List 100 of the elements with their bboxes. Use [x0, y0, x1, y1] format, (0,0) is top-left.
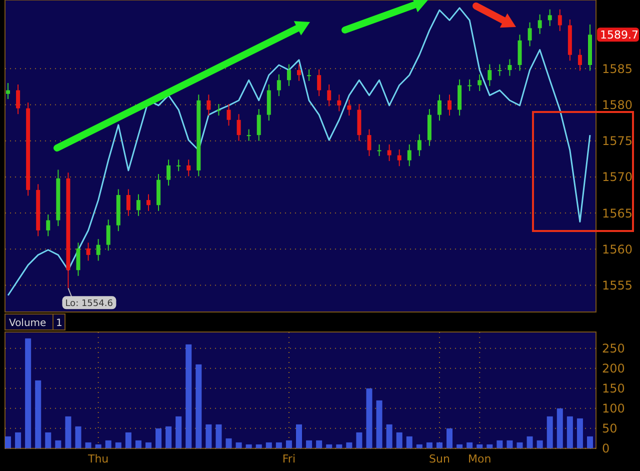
y-tick-label: 50: [602, 422, 618, 436]
bar: [196, 364, 202, 448]
y-tick-label: 200: [602, 362, 625, 376]
bar: [15, 432, 22, 448]
candlestick: [548, 8, 552, 26]
candlestick: [508, 58, 512, 76]
bar: [346, 442, 352, 448]
bar: [55, 440, 62, 448]
candlestick: [96, 238, 100, 262]
bar: [5, 436, 11, 448]
y-tick-label: 150: [602, 382, 625, 396]
bar: [356, 432, 362, 448]
text: 1589.7: [600, 28, 638, 42]
bar: [125, 432, 132, 448]
y-tick-label: 250: [602, 342, 625, 356]
candlestick: [528, 22, 532, 47]
y-tick-label: 0: [602, 442, 610, 456]
candlestick: [166, 159, 171, 186]
y-tick-label: 1580: [602, 98, 633, 112]
y-tick-label: 100: [602, 402, 625, 416]
bar: [45, 432, 52, 448]
candlestick: [46, 214, 50, 237]
candlestick: [578, 48, 582, 72]
bar: [426, 442, 432, 448]
bar: [266, 442, 272, 448]
bar: [286, 440, 292, 448]
bar: [176, 416, 182, 448]
candlestick: [488, 64, 492, 86]
candlestick: [256, 108, 261, 142]
bar: [366, 388, 372, 448]
candlestick: [337, 94, 342, 112]
bar: [546, 416, 553, 448]
bar: [236, 442, 242, 448]
bar: [296, 424, 302, 448]
bar: [25, 338, 32, 448]
candlestick: [176, 159, 181, 172]
bar: [446, 428, 453, 448]
bar: [226, 438, 232, 448]
candlestick: [377, 144, 382, 156]
bar: [496, 440, 503, 448]
candlestick: [397, 149, 402, 167]
x-tick-label: Fri: [282, 452, 296, 466]
bar: [466, 442, 473, 448]
bar: [105, 440, 112, 448]
bar: [145, 442, 152, 448]
candlestick: [146, 194, 150, 212]
candlestick: [226, 104, 231, 126]
bar: [526, 436, 533, 448]
bar: [135, 440, 142, 448]
candlestick: [468, 78, 472, 92]
bar: [156, 428, 162, 448]
x-tick-label: Mon: [468, 452, 492, 466]
y-tick-label: 1565: [602, 206, 633, 220]
y-tick-label: 1585: [602, 62, 633, 76]
bar: [536, 440, 543, 448]
bar: [85, 442, 92, 448]
candlestick: [387, 144, 392, 162]
candlestick: [126, 188, 130, 216]
bar: [587, 436, 593, 448]
x-tick-label: Thu: [86, 452, 109, 466]
candlestick: [76, 242, 80, 276]
candlestick: [236, 114, 241, 142]
bar: [376, 400, 382, 448]
candlestick: [6, 82, 10, 100]
bar: [516, 442, 523, 448]
candlestick: [276, 74, 281, 97]
bar: [216, 424, 222, 448]
candlestick: [347, 99, 352, 116]
annotation: Lo: 1554.6: [65, 299, 114, 310]
candlestick: [498, 64, 502, 76]
bar: [65, 416, 72, 448]
bar: [276, 442, 282, 448]
bar: [316, 440, 322, 448]
candlestick: [317, 68, 322, 97]
candlestick: [437, 94, 442, 122]
bar: [506, 440, 513, 448]
candlestick: [216, 104, 221, 116]
bar: [576, 418, 583, 448]
candlestick: [186, 159, 191, 177]
bar: [306, 440, 312, 448]
candlestick: [327, 84, 332, 107]
candlestick: [246, 128, 251, 142]
bar: [386, 424, 392, 448]
candlestick: [307, 68, 312, 82]
y-tick-label: 1575: [602, 134, 633, 148]
candlestick: [367, 128, 372, 156]
candlestick: [286, 64, 291, 86]
candlestick: [538, 14, 542, 34]
bar: [206, 424, 212, 448]
y-tick-label: 1555: [602, 278, 633, 292]
bar: [396, 432, 402, 448]
candlestick: [417, 134, 422, 156]
text: 1: [56, 318, 62, 329]
bar: [436, 442, 442, 448]
candlestick: [478, 74, 482, 92]
candlestick: [407, 144, 412, 167]
bar: [166, 426, 172, 448]
candlestick: [106, 219, 110, 252]
candlestick: [297, 64, 301, 82]
candlestick: [16, 84, 20, 115]
